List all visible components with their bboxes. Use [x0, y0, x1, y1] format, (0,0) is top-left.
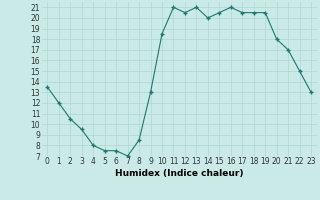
X-axis label: Humidex (Indice chaleur): Humidex (Indice chaleur): [115, 169, 244, 178]
